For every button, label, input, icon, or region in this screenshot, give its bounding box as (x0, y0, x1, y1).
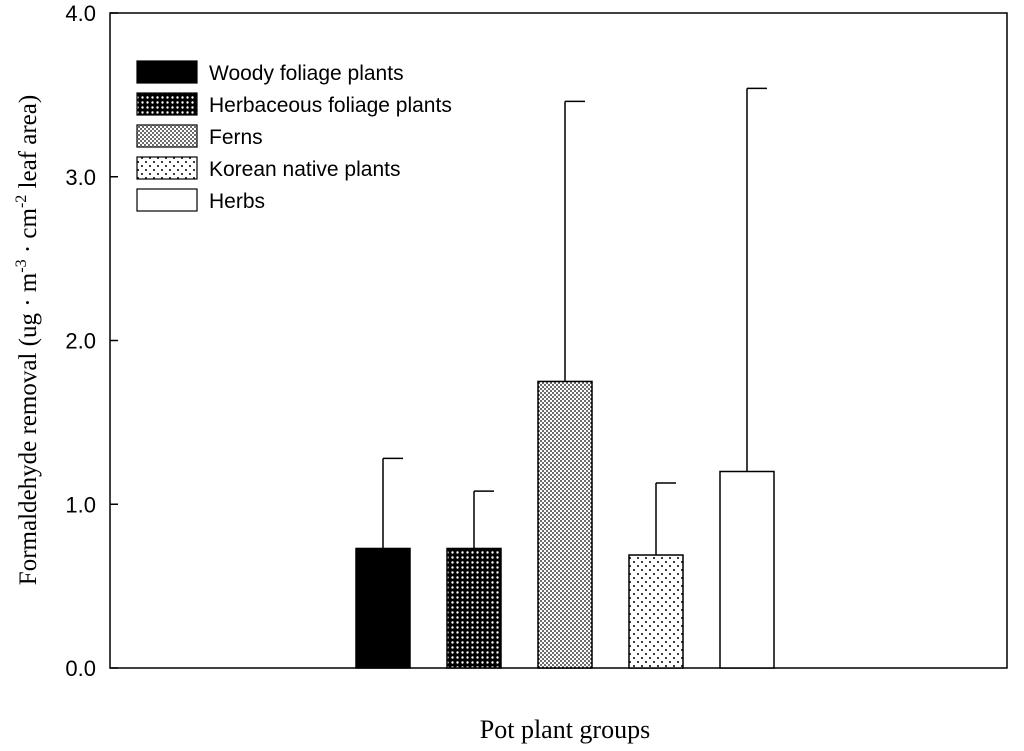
bar (355, 547, 411, 669)
legend-label: Herbaceous foliage plants (209, 94, 452, 117)
legend-swatch (136, 60, 198, 84)
y-tick-label: 2.0 (65, 329, 96, 354)
legend-swatch (136, 188, 198, 212)
legend-swatch (136, 156, 198, 180)
y-tick-label: 1.0 (65, 492, 96, 517)
legend-label: Woody foliage plants (209, 62, 404, 85)
bar (537, 380, 593, 669)
x-axis-title: Pot plant groups (480, 715, 650, 744)
legend-label: Herbs (209, 190, 265, 213)
legend-label: Korean native plants (209, 158, 400, 181)
y-axis: 0.0 1.0 2.0 3.0 4.0 (65, 1, 118, 681)
y-tick-label: 0.0 (65, 656, 96, 681)
legend-label: Ferns (209, 126, 263, 149)
legend: Woody foliage plants Herbaceous foliage p… (136, 60, 452, 213)
y-tick-label: 3.0 (65, 165, 96, 190)
legend-swatch (136, 92, 198, 116)
y-tick-label: 4.0 (65, 1, 96, 26)
bar (446, 547, 502, 669)
legend-swatch (136, 124, 198, 148)
y-axis-title: Formaldehyde removal (ug · m-3 · cm-2 le… (13, 95, 42, 585)
bar (628, 554, 684, 669)
bar (719, 470, 775, 669)
bars (355, 87, 775, 669)
